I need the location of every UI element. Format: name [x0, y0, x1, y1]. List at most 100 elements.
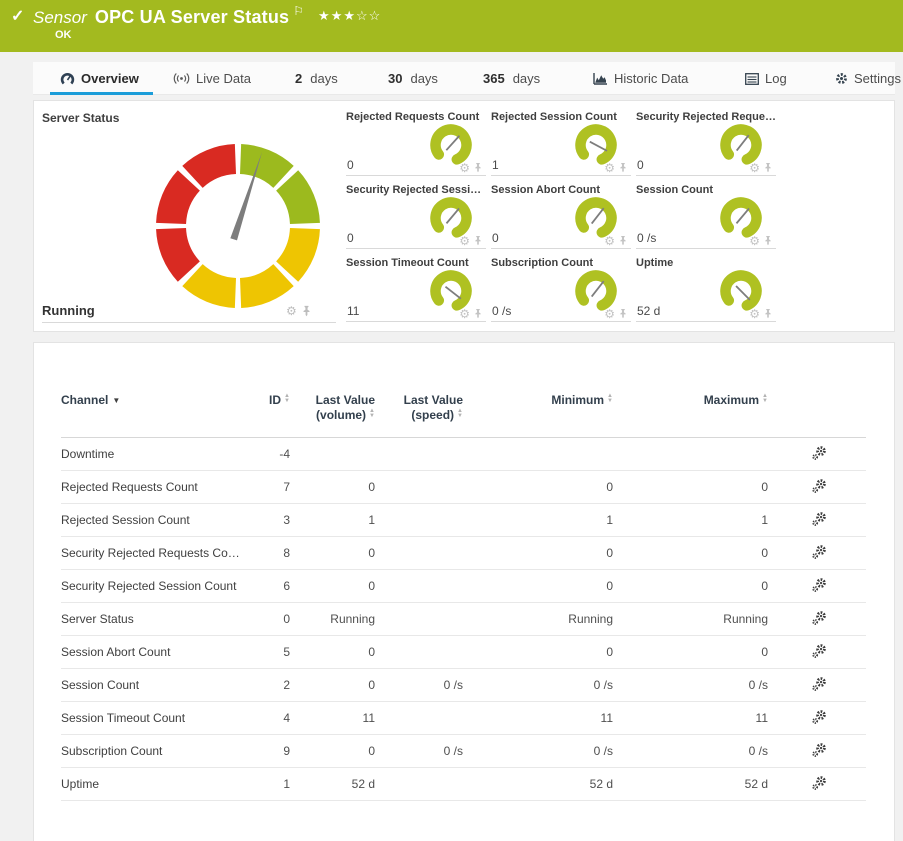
flag-icon[interactable]: ⚐: [293, 4, 305, 18]
chart-icon: [593, 73, 607, 85]
cell-channel[interactable]: Rejected Requests Count: [61, 480, 198, 494]
mini-gauge-cell: Security Rejected Session Count 0 ⚙: [346, 184, 486, 249]
mini-gauge-title: Subscription Count: [491, 257, 594, 269]
server-status-gauge: [156, 144, 320, 308]
col-header-id[interactable]: ID ▲ ▼: [269, 393, 290, 407]
mini-gauge-cell: Rejected Requests Count 0 ⚙: [346, 111, 486, 176]
sensor-header: ✓ Sensor OPC UA Server Status ⚐ ★★★☆☆ OK: [0, 0, 903, 52]
edit-channel-gear-icon[interactable]: [811, 610, 827, 626]
priority-stars[interactable]: ★★★☆☆: [318, 8, 381, 23]
tab-settings[interactable]: Settings: [835, 62, 901, 95]
cell-channel[interactable]: Uptime: [61, 777, 100, 791]
cell-last-volume: 0: [368, 645, 375, 659]
tab-log[interactable]: Log: [745, 62, 787, 95]
mini-gauge-value: 11: [347, 304, 360, 318]
tab-2-days[interactable]: 2 days: [295, 71, 338, 86]
mini-gauge-title: Uptime: [636, 257, 674, 269]
gear-icon: [836, 73, 847, 84]
edit-channel-gear-icon[interactable]: [811, 742, 827, 758]
gauge-settings-gear-icon[interactable]: ⚙: [604, 306, 615, 321]
gauge-settings-gear-icon[interactable]: ⚙: [459, 160, 470, 175]
edit-channel-gear-icon[interactable]: [811, 544, 827, 560]
col-header-minimum[interactable]: Minimum ▲ ▼: [551, 393, 613, 407]
cell-maximum: [617, 438, 772, 471]
table-header-row: Channel ▼ ID ▲ ▼ Last Value (volume) ▲ ▼ Last…: [61, 383, 866, 438]
edit-channel-gear-icon[interactable]: [811, 709, 827, 725]
gauge-settings-gear-icon[interactable]: ⚙: [749, 160, 760, 175]
cell-maximum: 0: [761, 480, 768, 494]
cell-last-volume: [294, 438, 379, 471]
tab-label: Live Data: [196, 71, 251, 86]
cell-id: -4: [279, 447, 290, 461]
gauge-settings-gear-icon[interactable]: ⚙: [459, 233, 470, 248]
mini-gauge-title: Rejected Session Count: [491, 111, 617, 123]
cell-last-speed: [379, 504, 467, 537]
pin-icon[interactable]: [619, 235, 627, 246]
mini-gauge-value: 52 d: [637, 304, 661, 318]
gauge-settings-gear-icon[interactable]: ⚙: [749, 233, 760, 248]
cell-last-speed: [379, 438, 467, 471]
edit-channel-gear-icon[interactable]: [811, 643, 827, 659]
gauge-settings-gear-icon[interactable]: ⚙: [459, 306, 470, 321]
cell-channel[interactable]: Security Rejected Session Count: [61, 579, 237, 593]
cell-last-speed: [379, 537, 467, 570]
cell-minimum: 0: [606, 546, 613, 560]
cell-minimum: 0 /s: [593, 678, 613, 692]
gauge-settings-gear-icon[interactable]: ⚙: [604, 233, 615, 248]
cell-channel[interactable]: Server Status: [61, 612, 134, 626]
cell-channel[interactable]: Session Timeout Count: [61, 711, 186, 725]
mini-gauge-title: Rejected Requests Count: [346, 111, 480, 123]
col-header-channel[interactable]: Channel ▼: [61, 393, 121, 407]
cell-channel[interactable]: Downtime: [61, 447, 115, 461]
cell-last-speed: [379, 570, 467, 603]
edit-channel-gear-icon[interactable]: [811, 478, 827, 494]
mini-gauge-cell: Security Rejected Requests Count 0 ⚙: [636, 111, 776, 176]
tab-live-data[interactable]: Live Data: [173, 62, 251, 95]
cell-channel[interactable]: Subscription Count: [61, 744, 163, 758]
gauge-settings-gear-icon[interactable]: ⚙: [749, 306, 760, 321]
cell-id: 8: [283, 546, 290, 560]
edit-channel-gear-icon[interactable]: [811, 577, 827, 593]
stars-empty[interactable]: ☆☆: [356, 8, 382, 23]
edit-channel-gear-icon[interactable]: [811, 775, 827, 791]
cell-maximum: 0 /s: [748, 744, 768, 758]
cell-id: 9: [283, 744, 290, 758]
pin-icon[interactable]: [302, 305, 311, 317]
cell-id: 3: [283, 513, 290, 527]
cell-minimum: 11: [600, 711, 613, 725]
cell-maximum: 1: [761, 513, 768, 527]
mini-gauge-title: Security Rejected Requests Count: [636, 111, 776, 123]
tab-historic-data[interactable]: Historic Data: [593, 62, 688, 95]
col-header-last-speed[interactable]: Last Value (speed) ▲ ▼: [403, 393, 463, 422]
pin-icon[interactable]: [474, 235, 482, 246]
gauge-settings-gear-icon[interactable]: ⚙: [286, 304, 297, 318]
cell-channel[interactable]: Session Abort Count: [61, 645, 171, 659]
cell-channel[interactable]: Session Count: [61, 678, 140, 692]
pin-icon[interactable]: [474, 162, 482, 173]
edit-channel-gear-icon[interactable]: [811, 511, 827, 527]
col-header-last-volume[interactable]: Last Value (volume) ▲ ▼: [315, 393, 375, 422]
mini-gauge-value: 0: [637, 158, 644, 172]
mini-gauge-cell: Session Abort Count 0 ⚙: [491, 184, 631, 249]
mini-gauge-cell: Session Count 0 /s ⚙: [636, 184, 776, 249]
pin-icon[interactable]: [764, 162, 772, 173]
pin-icon[interactable]: [764, 308, 772, 319]
tab-label: Historic Data: [614, 71, 689, 86]
edit-channel-gear-icon[interactable]: [811, 676, 827, 692]
tab-365-days[interactable]: 365 days: [483, 71, 541, 86]
pin-icon[interactable]: [764, 235, 772, 246]
stars-filled[interactable]: ★★★: [318, 8, 357, 23]
gauge-settings-gear-icon[interactable]: ⚙: [604, 160, 615, 175]
cell-last-volume: Running: [330, 612, 375, 626]
edit-channel-gear-icon[interactable]: [811, 445, 827, 461]
col-header-maximum[interactable]: Maximum ▲ ▼: [703, 393, 768, 407]
pin-icon[interactable]: [474, 308, 482, 319]
mini-gauge: [430, 197, 472, 238]
pin-icon[interactable]: [619, 308, 627, 319]
cell-channel[interactable]: Security Rejected Requests Count: [61, 546, 245, 560]
tab-overview[interactable]: Overview: [50, 62, 149, 95]
tab-30-days[interactable]: 30 days: [388, 71, 438, 86]
cell-channel[interactable]: Rejected Session Count: [61, 513, 190, 527]
pin-icon[interactable]: [619, 162, 627, 173]
active-tab-indicator: [50, 92, 153, 95]
